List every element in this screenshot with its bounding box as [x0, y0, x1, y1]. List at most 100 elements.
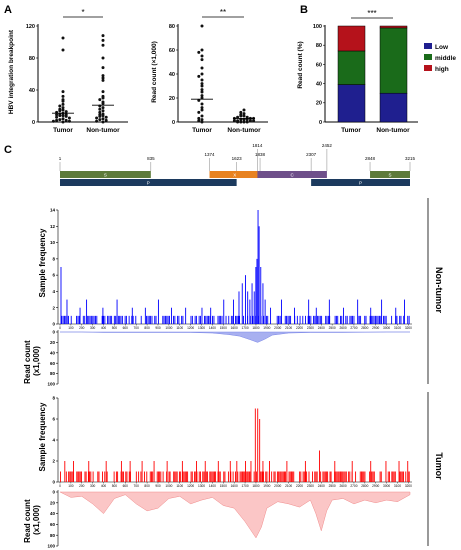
data-point — [101, 90, 105, 94]
frequency-bar — [334, 315, 336, 324]
tick-label: 900 — [155, 484, 161, 488]
tick-label: 12 — [50, 224, 56, 229]
frequency-bar — [84, 471, 86, 482]
frequency-bar — [185, 307, 187, 324]
data-point — [98, 118, 102, 122]
data-point — [200, 106, 204, 110]
frequency-bar — [408, 471, 410, 482]
frequency-bar — [109, 315, 111, 324]
frequency-bar — [173, 471, 175, 482]
frequency-bar — [209, 471, 211, 482]
tick-label: 1900 — [263, 326, 270, 330]
frequency-bar — [195, 315, 197, 324]
data-point — [245, 120, 249, 124]
tick-label: 100 — [68, 326, 74, 330]
frequency-bar — [176, 471, 178, 482]
frequency-bar — [391, 471, 393, 482]
frequency-bar — [78, 315, 80, 324]
frequency-bar — [117, 471, 119, 482]
tick-label: 300 — [90, 484, 96, 488]
frequency-bar — [369, 471, 371, 482]
data-point — [104, 118, 108, 122]
data-point — [101, 114, 105, 118]
frequency-bar — [90, 471, 92, 482]
tick-label: 2400 — [318, 484, 325, 488]
frequency-bar — [178, 315, 180, 324]
frequency-bar — [208, 315, 209, 324]
frequency-bar — [262, 461, 264, 482]
frequency-bar — [128, 471, 130, 482]
tick-label: 2600 — [340, 326, 347, 330]
frequency-bar — [140, 315, 142, 324]
tick-label: 2800 — [361, 326, 368, 330]
frequency-bar — [320, 471, 322, 482]
frequency-bar — [377, 315, 379, 324]
data-point — [197, 74, 201, 78]
frequency-bar — [400, 315, 402, 324]
frequency-bar — [359, 471, 361, 482]
data-point — [236, 115, 240, 119]
frequency-bar — [150, 315, 152, 324]
panel-label-c: C — [4, 144, 12, 156]
data-point — [101, 78, 105, 82]
frequency-bar — [218, 315, 220, 324]
frequency-bar — [349, 471, 351, 482]
frequency-bar — [255, 267, 257, 324]
ylabel-line: Read count — [23, 499, 32, 543]
frequency-bar — [293, 471, 295, 482]
frequency-bar — [400, 471, 402, 482]
tick-label: 200 — [79, 484, 85, 488]
tick-label: 2 — [52, 459, 55, 464]
data-point — [101, 120, 105, 124]
significance-label: ** — [220, 8, 226, 17]
tick-label: 1800 — [252, 484, 259, 488]
frequency-bar — [308, 299, 310, 324]
frequency-bar — [372, 315, 374, 324]
frequency-bar — [351, 461, 353, 482]
frequency-bar — [146, 315, 148, 324]
frequency-bar — [88, 315, 90, 324]
frequency-bar — [227, 471, 229, 482]
frequency-bar — [104, 315, 106, 324]
data-point — [104, 115, 108, 119]
data-point — [200, 102, 204, 106]
frequency-bar — [260, 471, 262, 482]
frequency-bar — [130, 471, 131, 482]
frequency-bar — [381, 299, 383, 324]
frequency-bar — [185, 471, 187, 482]
tick-label: Non-tumor — [376, 127, 410, 134]
position-label: 1623 — [232, 156, 243, 161]
frequency-bar — [214, 471, 215, 482]
frequency-bar — [379, 315, 380, 324]
data-point — [200, 66, 204, 70]
frequency-bar — [267, 315, 269, 324]
frequency-bar — [79, 307, 81, 324]
tick-label: 700 — [134, 484, 140, 488]
frequency-bar — [327, 315, 329, 324]
significance-label: * — [81, 8, 84, 17]
frequency-bar — [335, 315, 337, 324]
frequency-bar — [255, 471, 257, 482]
tick-label: 20 — [169, 96, 175, 102]
frequency-bar — [305, 315, 306, 324]
frequency-bar — [107, 315, 109, 324]
gene-segment — [209, 171, 261, 178]
frequency-bar — [153, 461, 155, 482]
tick-label: 60 — [50, 522, 56, 527]
frequency-bar — [101, 315, 103, 324]
tick-label: 3100 — [394, 326, 401, 330]
frequency-bar — [116, 299, 118, 324]
frequency-bar — [163, 315, 165, 324]
frequency-bar — [180, 471, 182, 482]
frequency-bar — [219, 471, 221, 482]
frequency-bar — [337, 315, 339, 324]
tick-label: 60 — [50, 361, 56, 366]
data-point — [101, 74, 105, 78]
frequency-bar — [177, 315, 179, 324]
frequency-bar — [248, 471, 250, 482]
frequency-bar — [258, 226, 260, 324]
data-point — [55, 113, 59, 117]
frequency-bar — [244, 471, 246, 482]
legend-swatch-low — [424, 43, 432, 49]
frequency-bar — [135, 315, 137, 324]
